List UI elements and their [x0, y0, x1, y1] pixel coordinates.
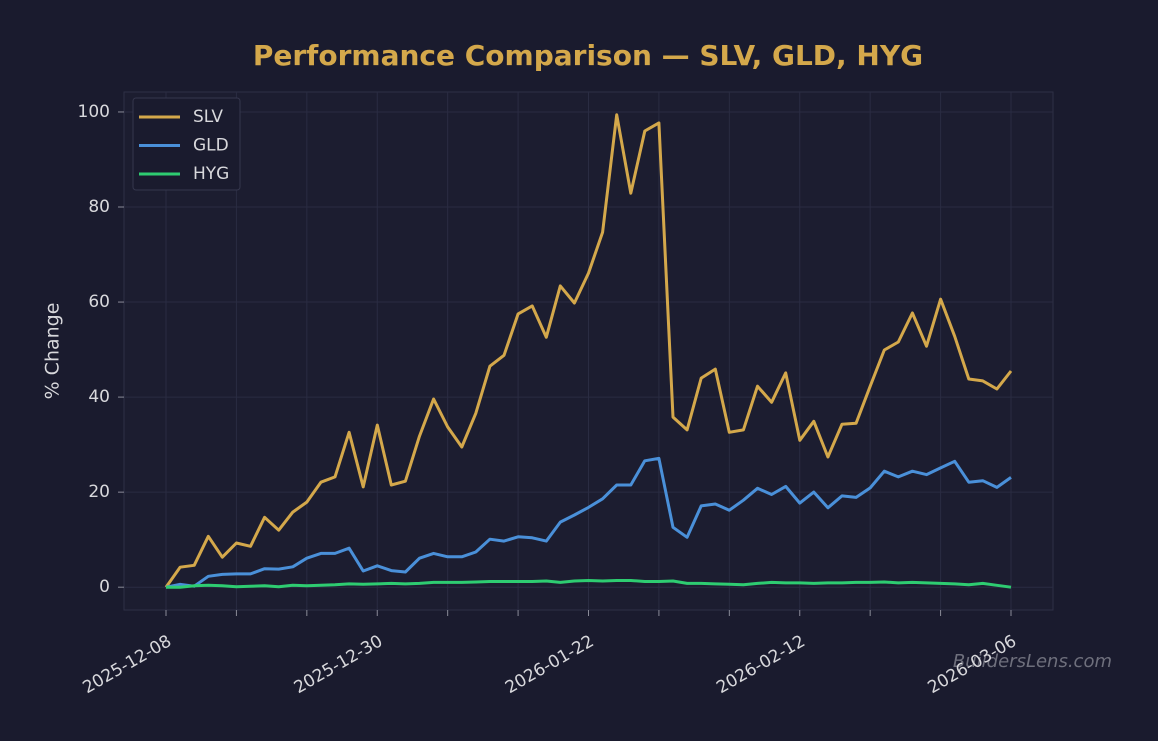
legend-label: HYG — [193, 164, 229, 184]
chart-title: Performance Comparison — SLV, GLD, HYG — [253, 39, 923, 72]
legend-box — [132, 97, 241, 191]
x-tick-label: 2025-12-30 — [291, 631, 387, 698]
legend-label: SLV — [193, 107, 223, 127]
series-line — [165, 456, 1012, 589]
y-axis-label: % Change — [42, 303, 64, 400]
legend-label: GLD — [193, 136, 229, 156]
y-tick-label: 0 — [99, 577, 110, 597]
y-tick-label: 100 — [78, 102, 110, 122]
x-tick-label: 2026-01-22 — [502, 631, 598, 698]
x-tick-label: 2026-02-12 — [713, 631, 809, 698]
y-tick-label: 40 — [88, 387, 110, 407]
series-line — [164, 113, 1013, 589]
watermark: BuildersLens.com — [953, 651, 1112, 672]
x-tick-label: 2025-12-08 — [79, 631, 175, 698]
y-tick-label: 20 — [88, 482, 110, 502]
series-line — [166, 579, 1012, 589]
y-tick-label: 80 — [88, 197, 110, 217]
y-tick-label: 60 — [88, 292, 110, 312]
